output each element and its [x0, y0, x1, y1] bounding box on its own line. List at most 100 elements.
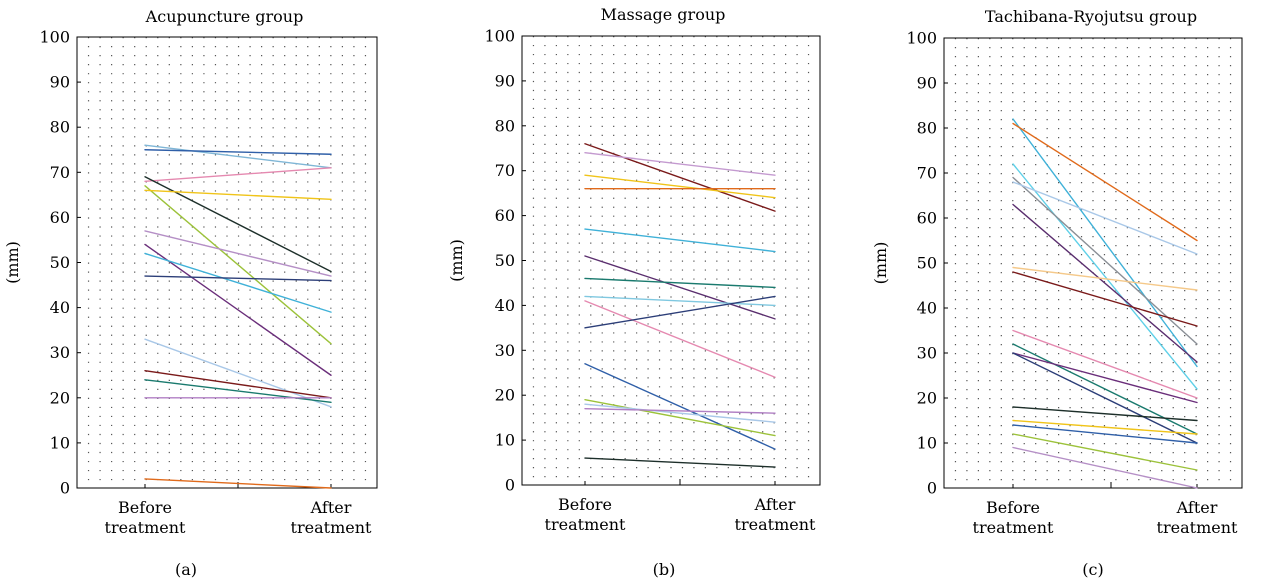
y-tick-label: 70 [495, 161, 515, 180]
series-line [144, 176, 332, 273]
y-tick-label: 50 [50, 253, 70, 272]
grid-dots [532, 36, 810, 485]
series-line [584, 300, 776, 378]
series-line [1012, 181, 1198, 255]
series-line [584, 295, 776, 307]
series-line [584, 174, 776, 199]
series-line [144, 275, 332, 282]
panel-acupuncture: Acupuncture group (mm) (a) 0 10 20 30 40 50 60… [3, 7, 378, 579]
y-tick-label: 20 [495, 386, 515, 405]
y-tick-label: 60 [495, 206, 515, 225]
x-tick-label: Before treatment [973, 498, 1054, 537]
series-line [144, 478, 332, 489]
series-line [584, 143, 776, 212]
y-tick-label: 90 [917, 74, 937, 93]
series-line [1012, 424, 1198, 444]
x-tick-label: Before treatment [545, 495, 626, 534]
y-tick-label: 70 [50, 163, 70, 182]
grid-dots [954, 38, 1232, 488]
series-line [144, 189, 332, 201]
series-line [1012, 419, 1198, 435]
series-line [584, 228, 776, 253]
series-line [1012, 446, 1198, 489]
series-line [144, 252, 332, 313]
series-line [144, 370, 332, 399]
series-line [584, 403, 776, 423]
panel-tachibana-ryojutsu: Tachibana-Ryojutsu group (mm) (c) 0 10 20 3… [871, 7, 1243, 579]
y-tick-label: 80 [50, 118, 70, 137]
series-line [1012, 329, 1198, 399]
y-tick-label: 60 [917, 209, 937, 228]
y-tick-label: 100 [39, 28, 70, 47]
series-line [1012, 203, 1198, 363]
x-tick-label: After treatment [1157, 498, 1238, 537]
y-tick-label: 0 [60, 479, 70, 498]
series-line [1012, 176, 1198, 345]
y-tick-label: 30 [495, 341, 515, 360]
y-tick-label: 50 [495, 251, 515, 270]
y-axis-label: (mm) [447, 239, 466, 282]
series-line [144, 149, 332, 155]
series-line [144, 338, 332, 408]
y-tick-label: 50 [917, 254, 937, 273]
y-tick-label: 20 [50, 388, 70, 407]
panel-label: (a) [175, 560, 197, 579]
y-tick-label: 40 [50, 298, 70, 317]
y-tick-label: 70 [917, 164, 937, 183]
series-line [1012, 433, 1198, 471]
y-tick-label: 40 [495, 296, 515, 315]
y-axis-label: (mm) [3, 241, 22, 284]
y-tick-label: 90 [50, 73, 70, 92]
series-line [144, 379, 332, 404]
y-tick-label: 20 [917, 389, 937, 408]
series-line [144, 144, 332, 169]
panel-label: (c) [1082, 560, 1103, 579]
series-line [584, 295, 776, 329]
series-line [584, 152, 776, 176]
series-line [584, 277, 776, 289]
y-tick-label: 100 [484, 27, 515, 46]
series-line [584, 398, 776, 437]
series-line [1012, 352, 1198, 404]
y-tick-label: 40 [917, 299, 937, 318]
series-line [1012, 163, 1198, 390]
y-tick-label: 10 [50, 433, 70, 452]
grid-dots [87, 37, 367, 488]
x-tick-label: Before treatment [105, 498, 186, 537]
series-line [584, 457, 776, 468]
x-tick-label: After treatment [291, 498, 372, 537]
panel-label: (b) [653, 560, 676, 579]
y-tick-label: 60 [50, 208, 70, 227]
y-tick-label: 10 [495, 431, 515, 450]
series-line [584, 407, 776, 414]
series-line [144, 185, 332, 345]
chart-title: Tachibana-Ryojutsu group [985, 7, 1197, 26]
series-line [1012, 271, 1198, 327]
series-line [144, 243, 332, 376]
panel-massage: Massage group (mm) (b) 0 10 20 30 40 50 60 70 80… [447, 5, 821, 579]
series-line [144, 230, 332, 277]
y-tick-label: 90 [495, 71, 515, 90]
y-tick-label: 10 [917, 434, 937, 453]
y-tick-label: 80 [495, 116, 515, 135]
series-line [1012, 118, 1198, 368]
y-tick-label: 0 [927, 479, 937, 498]
series-line [584, 255, 776, 320]
y-tick-label: 100 [906, 29, 937, 48]
y-tick-label: 30 [917, 344, 937, 363]
x-tick-label: After treatment [735, 495, 816, 534]
series-line [1012, 266, 1198, 291]
chart-title: Acupuncture group [145, 7, 304, 26]
y-tick-label: 80 [917, 119, 937, 138]
y-tick-label: 30 [50, 343, 70, 362]
y-axis-label: (mm) [871, 242, 890, 285]
series-line [1012, 406, 1198, 422]
y-tick-label: 0 [505, 476, 515, 495]
series-line [1012, 352, 1198, 444]
series-line [1012, 343, 1198, 435]
series-line [584, 363, 776, 450]
series-line [144, 167, 332, 183]
chart-title: Massage group [601, 5, 726, 24]
series-line [1012, 122, 1198, 242]
